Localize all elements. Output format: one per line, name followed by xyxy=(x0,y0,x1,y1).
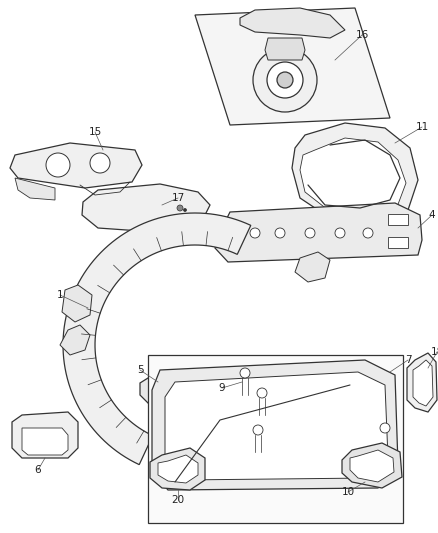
Text: 6: 6 xyxy=(35,465,41,475)
Polygon shape xyxy=(215,203,422,262)
Text: 7: 7 xyxy=(405,355,411,365)
Circle shape xyxy=(253,425,263,435)
Text: 20: 20 xyxy=(171,495,184,505)
Circle shape xyxy=(380,423,390,433)
Text: 1: 1 xyxy=(57,290,64,300)
Polygon shape xyxy=(60,325,90,355)
Text: 17: 17 xyxy=(171,193,185,203)
Polygon shape xyxy=(300,138,406,215)
Circle shape xyxy=(184,208,187,212)
Text: 16: 16 xyxy=(355,30,369,40)
Text: 15: 15 xyxy=(88,127,102,137)
Bar xyxy=(388,237,408,248)
Text: 9: 9 xyxy=(219,383,225,393)
Circle shape xyxy=(250,228,260,238)
Polygon shape xyxy=(350,450,394,482)
Circle shape xyxy=(257,388,267,398)
Polygon shape xyxy=(12,412,78,458)
Polygon shape xyxy=(240,8,345,38)
Circle shape xyxy=(363,228,373,238)
Polygon shape xyxy=(22,428,68,455)
Text: 5: 5 xyxy=(137,365,143,375)
Circle shape xyxy=(46,153,70,177)
Polygon shape xyxy=(292,123,418,222)
Circle shape xyxy=(305,228,315,238)
Circle shape xyxy=(275,228,285,238)
Polygon shape xyxy=(82,184,210,232)
Polygon shape xyxy=(195,8,390,125)
Polygon shape xyxy=(150,448,205,490)
Circle shape xyxy=(90,153,110,173)
Circle shape xyxy=(335,228,345,238)
Polygon shape xyxy=(165,372,388,480)
Polygon shape xyxy=(158,455,198,483)
Polygon shape xyxy=(295,252,330,282)
Polygon shape xyxy=(10,143,142,188)
Text: 18: 18 xyxy=(431,347,438,357)
Polygon shape xyxy=(413,360,433,406)
Polygon shape xyxy=(407,353,437,412)
Polygon shape xyxy=(152,360,398,490)
Polygon shape xyxy=(63,213,251,465)
Circle shape xyxy=(177,205,183,211)
Polygon shape xyxy=(140,373,188,408)
Polygon shape xyxy=(265,38,305,60)
Text: 4: 4 xyxy=(429,210,435,220)
Polygon shape xyxy=(342,443,402,488)
Circle shape xyxy=(267,62,303,98)
Polygon shape xyxy=(62,285,92,322)
Polygon shape xyxy=(15,178,55,200)
Bar xyxy=(388,214,408,225)
Text: 10: 10 xyxy=(342,487,355,497)
Circle shape xyxy=(277,72,293,88)
Bar xyxy=(148,355,403,523)
Circle shape xyxy=(253,48,317,112)
Circle shape xyxy=(240,368,250,378)
Polygon shape xyxy=(270,435,308,465)
Text: 11: 11 xyxy=(415,122,429,132)
